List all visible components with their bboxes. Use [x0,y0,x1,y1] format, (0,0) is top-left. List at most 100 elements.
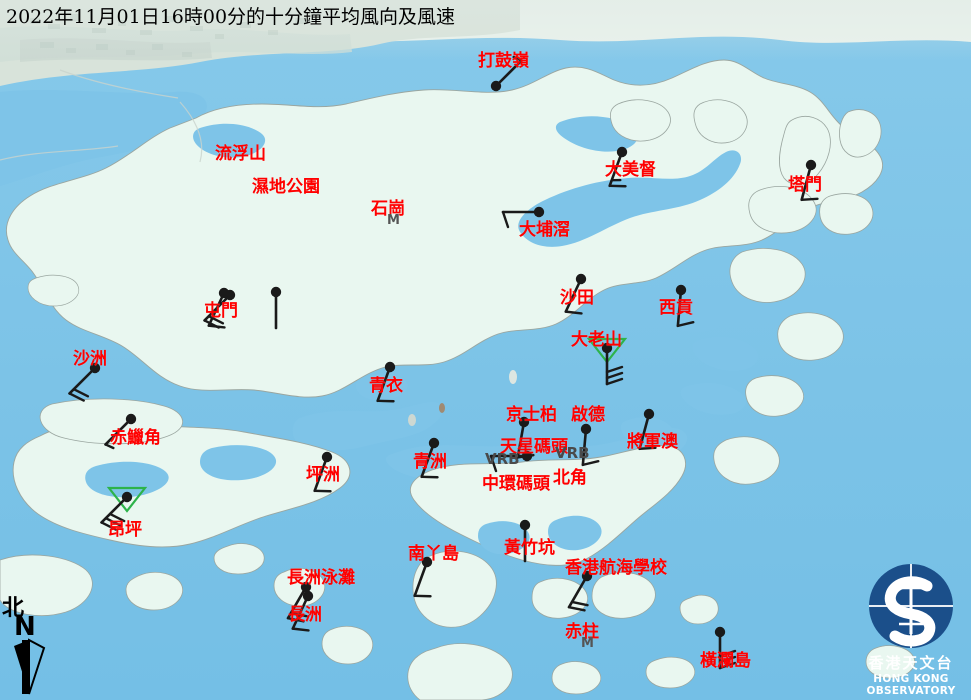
barb-shaft [564,277,583,313]
station-dot [321,451,333,463]
compass-rose: 北 N [2,590,60,698]
station-dot [270,286,282,298]
station-dot [533,206,545,218]
station-label: 黃竹坑 [504,538,555,558]
wind-barb [586,337,628,386]
station-label: 啟德 [571,405,605,425]
barb-full-feather [718,661,737,670]
barb-shaft [104,417,133,446]
barb-full-feather [718,649,737,658]
station-label: 赤柱 [565,622,599,642]
barb-shaft [313,455,329,493]
station-label: 坪洲 [306,465,340,485]
wind-barb [489,450,533,473]
station-dot [490,80,502,92]
wind-barb [501,206,545,229]
barb-full-feather [291,627,310,632]
barb-shaft [376,365,392,403]
wind-barb [420,437,440,479]
northeast-islands [610,99,882,235]
barb-shaft [494,59,523,88]
wind-barb [675,284,695,328]
station-label: 流浮山 [215,144,266,164]
station-dot [121,491,133,503]
station-label: 北角 [553,468,587,488]
road-lines [0,69,203,163]
hko-logo: 香港天文台 HONG KONG OBSERVATORY [855,560,967,697]
station-dot [521,450,533,462]
wind-barb [100,486,148,531]
barb-shaft [638,412,651,451]
wind-barb [270,286,282,330]
wind-barb [608,146,628,188]
station-dot [89,362,101,374]
station-dot [580,423,592,435]
wind-barb [567,570,593,612]
southern-islands [0,543,916,700]
barb-full-feather [638,446,657,450]
barb-shaft [581,427,588,467]
wind-barb [800,159,819,202]
station-label: 大埔滘 [519,220,570,240]
barb-full-feather [100,521,117,531]
wind-barb [519,519,531,563]
barb-full-feather [489,454,498,473]
barb-shaft [420,441,436,479]
barb-full-feather [676,320,695,328]
station-dot [518,416,530,428]
station-label: 石崗 [371,199,405,219]
wind-barb [104,413,137,450]
barb-full-feather [207,324,226,329]
wind-barb [207,287,230,329]
barb-full-feather [605,377,624,386]
missing-data-marker: M [387,213,400,228]
variable-wind-marker: VRB [485,450,520,468]
station-dot [601,342,613,354]
barb-shaft [413,560,429,598]
barb-full-feather [605,365,624,374]
barb-full-feather [108,512,126,523]
page-title: 2022年11月01日16時00分的十分鐘平均風向及風速 [6,6,456,28]
hko-logo-icon [869,564,953,648]
station-dot [302,590,314,602]
station-label: 大美督 [605,160,656,180]
variable-wind-marker: VRB [555,444,590,462]
wind-barb [68,362,101,402]
station-dot [218,287,230,299]
station-label: 大老山 [571,330,622,350]
station-dot [805,159,817,171]
barb-shaft [291,594,310,630]
missing-data-marker: M [581,636,594,651]
barb-half-feather [512,55,523,62]
station-dot [384,361,396,373]
station-dot [643,408,655,420]
station-label: 赤鱲角 [110,428,161,448]
barb-full-feather [567,605,586,612]
station-label: 中環碼頭 [482,474,550,494]
gale-indicator-triangle [586,337,628,364]
station-dot [581,570,593,582]
station-dot [714,626,726,638]
station-label: 將軍澳 [627,432,678,452]
wind-barb-layer [68,55,819,670]
station-label: 昂坪 [108,520,142,540]
barb-full-feather [718,655,737,664]
deep-bay-water [0,90,207,186]
compass-label-en: N [14,612,36,642]
sai-kung-east-islands [713,248,844,485]
barb-shaft [800,163,813,202]
station-label: 京士柏 [506,405,557,425]
gale-indicator-triangle [106,486,148,513]
wind-barb [376,361,396,403]
barb-full-feather [564,310,583,315]
station-label: 天星碼頭 [500,437,568,457]
barb-full-feather [800,197,819,201]
station-label: 橫瀾島 [700,651,751,671]
hko-logo-text-cn: 香港天文台 [868,654,954,672]
barb-half-feather [104,443,115,450]
barb-shaft [676,288,683,328]
barb-full-feather [72,388,90,398]
